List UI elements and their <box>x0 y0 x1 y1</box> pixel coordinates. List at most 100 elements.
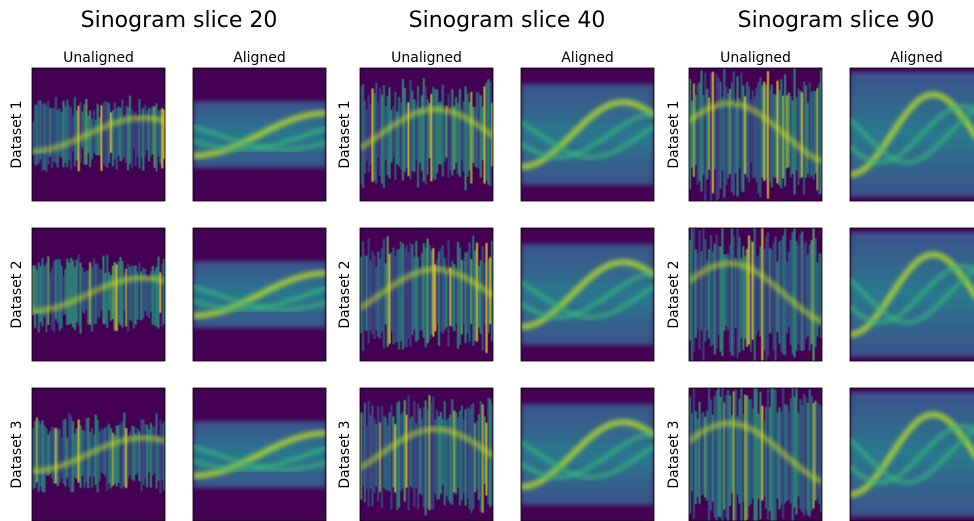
streak <box>432 396 435 510</box>
image-frame <box>192 227 327 362</box>
streak <box>709 399 713 511</box>
column-label: Aligned <box>233 50 286 66</box>
streak <box>367 94 370 173</box>
streak <box>818 253 821 327</box>
streak <box>138 98 141 169</box>
streak <box>45 428 48 476</box>
streak <box>742 414 745 502</box>
curve <box>193 286 326 312</box>
streak <box>734 389 737 521</box>
streak <box>744 96 747 174</box>
streak <box>411 244 414 336</box>
streak <box>763 248 766 350</box>
streak <box>149 108 152 157</box>
streak <box>128 266 132 321</box>
streak <box>728 88 732 174</box>
streak <box>363 255 366 331</box>
streak <box>732 391 735 521</box>
streak <box>360 85 363 184</box>
streak <box>115 264 118 331</box>
streak <box>367 238 370 344</box>
streak <box>153 426 156 474</box>
streak <box>119 107 122 162</box>
streak <box>472 403 475 510</box>
streak <box>487 258 490 334</box>
streak <box>360 256 363 334</box>
streak <box>456 102 460 175</box>
streak <box>384 263 387 325</box>
streak <box>483 262 486 325</box>
streak <box>151 265 154 325</box>
streak <box>696 252 699 330</box>
streak <box>472 106 475 163</box>
streak <box>799 90 802 179</box>
streak <box>399 102 403 170</box>
streak <box>445 105 448 158</box>
streak <box>776 80 779 184</box>
streak <box>481 106 484 161</box>
streak <box>121 260 124 328</box>
curve <box>689 260 822 324</box>
image-content <box>521 228 654 361</box>
streak <box>489 257 492 325</box>
streak <box>434 89 437 181</box>
streak <box>696 419 699 498</box>
streak <box>159 272 162 313</box>
streak <box>723 254 726 331</box>
streak <box>35 269 38 314</box>
streak <box>439 248 442 332</box>
streak <box>725 394 728 518</box>
streak <box>709 72 713 201</box>
streak <box>795 240 798 351</box>
streak <box>32 122 35 156</box>
streak <box>755 388 758 521</box>
streak <box>49 431 52 475</box>
streak <box>365 109 368 161</box>
streak <box>483 86 486 184</box>
streak <box>736 416 739 495</box>
streak <box>52 107 56 162</box>
streak <box>453 106 456 170</box>
streak <box>87 270 90 325</box>
streak <box>32 428 35 490</box>
image-frame <box>359 67 494 202</box>
streak <box>725 86 728 186</box>
curve <box>32 275 165 314</box>
streak <box>43 102 46 170</box>
streak <box>371 88 374 182</box>
streak <box>71 260 75 328</box>
streak <box>420 418 423 496</box>
streak <box>81 267 84 312</box>
streak <box>812 402 815 509</box>
streak <box>138 262 141 320</box>
streak <box>155 103 158 172</box>
streak <box>136 271 139 320</box>
streak <box>765 236 768 361</box>
streak <box>711 251 714 345</box>
streak <box>458 410 461 506</box>
streak <box>747 86 751 183</box>
sinogram-image <box>688 67 823 202</box>
streak <box>799 398 802 509</box>
panel-title: Sinogram slice 20 <box>81 8 278 33</box>
streak <box>692 83 695 177</box>
row-label: Dataset 1 <box>666 100 682 168</box>
streak <box>466 406 469 499</box>
streak <box>64 268 67 315</box>
streak <box>58 108 61 157</box>
streak <box>730 228 733 356</box>
streak <box>766 232 770 357</box>
streak <box>782 95 785 179</box>
streak <box>380 94 384 184</box>
streak <box>810 240 813 345</box>
streak <box>698 401 701 504</box>
streak <box>407 252 410 339</box>
streak <box>689 240 692 341</box>
streak <box>460 109 463 160</box>
streak <box>365 425 368 490</box>
streak <box>369 104 372 166</box>
streak <box>106 102 109 168</box>
streak <box>398 96 401 167</box>
streak <box>787 92 790 168</box>
streak <box>392 416 395 488</box>
